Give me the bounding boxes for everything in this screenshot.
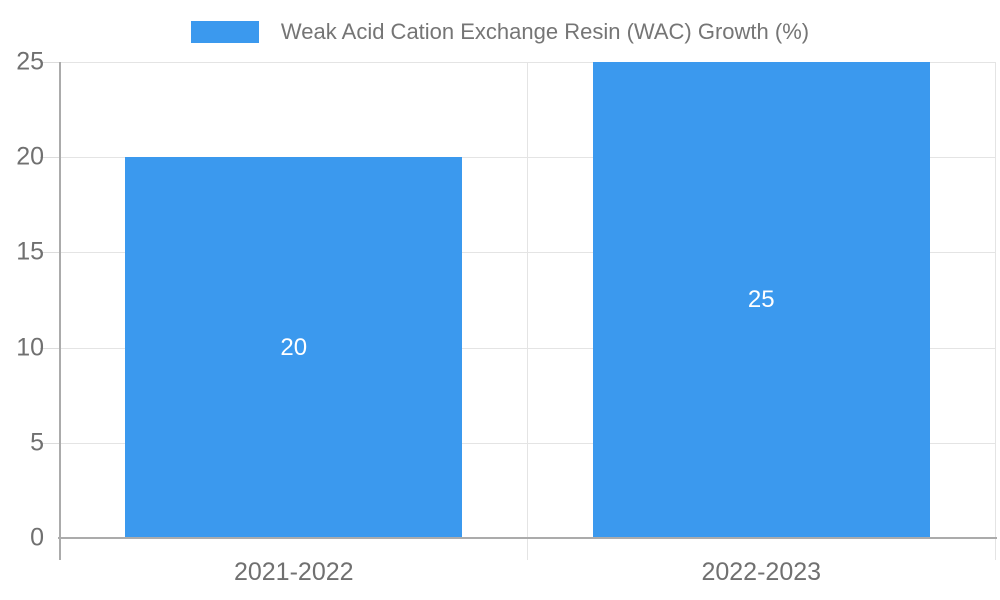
- legend-label: Weak Acid Cation Exchange Resin (WAC) Gr…: [280, 19, 810, 44]
- y-tick-label: 10: [16, 333, 44, 362]
- x-category-label: 2021-2022: [233, 558, 354, 586]
- y-tick-label: 20: [16, 142, 44, 171]
- y-axis-tick: [40, 442, 60, 444]
- bar-2021-2022: [125, 157, 463, 538]
- y-tick-label: 25: [16, 47, 44, 76]
- y-tick-label: 15: [16, 237, 44, 266]
- y-tick-label: 0: [30, 523, 44, 552]
- plot-area: 0 5 10 15 20 25 20 2021-2022 25 2022-2023: [16, 49, 997, 585]
- y-axis-line: [59, 62, 61, 560]
- legend[interactable]: Weak Acid Cation Exchange Resin (WAC) Gr…: [0, 19, 1000, 45]
- v-gridline: [527, 62, 528, 560]
- bar-2022-2023: [592, 62, 930, 538]
- y-axis-tick: [40, 252, 60, 254]
- y-tick-label: 5: [30, 428, 44, 457]
- y-axis-tick: [40, 157, 60, 159]
- bar-value-label: 20: [280, 333, 308, 361]
- v-gridline: [994, 62, 996, 560]
- y-axis-tick: [40, 62, 60, 63]
- legend-swatch-icon: [190, 21, 259, 43]
- x-category-label: 2022-2023: [701, 558, 822, 586]
- bar-value-label: 25: [747, 286, 775, 313]
- y-axis-tick: [40, 347, 60, 349]
- x-axis-line: [58, 537, 997, 539]
